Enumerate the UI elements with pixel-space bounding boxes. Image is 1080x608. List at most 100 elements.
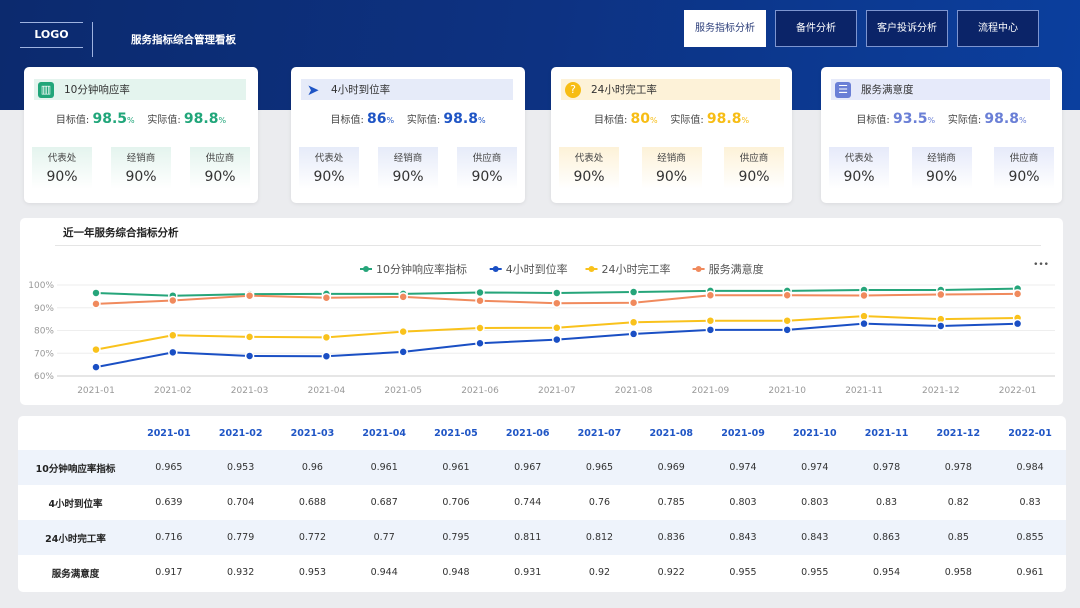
table-cell: 0.953 [204, 450, 277, 485]
kpi-breakdown: 代表处 90% 经销商 90% 供应商 90% [299, 147, 517, 189]
legend-marker[interactable] [588, 266, 595, 272]
data-point[interactable] [782, 325, 792, 335]
data-point[interactable] [475, 338, 485, 348]
target-label: 目标值: [593, 115, 628, 126]
data-point[interactable] [168, 347, 178, 358]
actual-value: 98.8 [443, 111, 478, 127]
data-point[interactable] [91, 288, 101, 298]
data-point[interactable] [475, 287, 485, 298]
data-point[interactable] [321, 292, 332, 303]
data-point[interactable] [628, 287, 639, 297]
x-tick-label: 2021-05 [384, 386, 422, 396]
breakdown-label: 代表处 [844, 153, 874, 164]
data-point[interactable] [475, 295, 485, 306]
kpi-card: ▥ 10分钟响应率 目标值: 98.5% 实际值: 98.8% 代表处 90% 经销商 90… [24, 67, 258, 203]
breakdown-value: 90% [738, 169, 770, 185]
data-point[interactable] [782, 290, 792, 300]
data-point[interactable] [398, 292, 408, 302]
data-point[interactable] [321, 332, 332, 343]
table-cell: 0.984 [994, 450, 1066, 485]
x-tick-label: 2021-08 [615, 386, 653, 396]
data-point[interactable] [859, 290, 869, 301]
target-value: 80 [630, 111, 650, 127]
kpi-title: 10分钟响应率 [64, 84, 130, 96]
legend-marker[interactable] [363, 266, 369, 272]
x-tick-label: 2021-12 [922, 386, 960, 396]
actual-label: 实际值: [406, 115, 441, 126]
data-point[interactable] [552, 334, 562, 345]
table-cell: 0.687 [370, 497, 398, 508]
breakdown-value: 90% [655, 169, 688, 185]
legend-label[interactable]: 4小时到位率 [506, 262, 568, 276]
breakdown-value: 90% [843, 169, 875, 185]
data-point[interactable] [244, 332, 255, 342]
data-point[interactable] [1012, 318, 1023, 329]
data-table-panel: 2021-01 2021-02 2021-03 2021-04 2021-05 2021-… [18, 416, 1066, 592]
data-point[interactable] [91, 299, 101, 309]
legend-label[interactable]: 服务满意度 [709, 262, 764, 276]
breakdown-item: 代表处 90% [299, 147, 359, 189]
table-cell: 0.688 [298, 497, 327, 508]
table-cell: 0.92 [588, 567, 611, 578]
data-point[interactable] [321, 351, 332, 361]
data-point[interactable] [244, 351, 255, 361]
data-point[interactable] [168, 330, 178, 341]
data-point[interactable] [475, 323, 485, 333]
table-cell: 0.961 [420, 450, 492, 485]
data-point[interactable] [628, 329, 639, 339]
legend-label[interactable]: 10分钟响应率指标 [376, 262, 467, 276]
table-cell: 0.843 [778, 520, 851, 555]
nav-tab-1[interactable]: 备件分析 [775, 10, 857, 47]
chart-panel: 近一年服务综合指标分析 ••• 60% 70% 80% 90% 100% 2021-01 2… [20, 218, 1063, 405]
data-point[interactable] [628, 297, 639, 308]
x-tick-label: 2021-06 [461, 386, 499, 396]
divider [55, 245, 1041, 246]
legend-marker[interactable] [695, 266, 702, 272]
data-point[interactable] [244, 290, 255, 301]
data-point[interactable] [168, 295, 178, 306]
kpi-card-header: ☰ 服务满意度 [831, 79, 1050, 100]
x-tick-label: 2021-02 [154, 386, 192, 396]
breakdown-value: 90% [925, 169, 958, 185]
data-point[interactable] [1012, 289, 1023, 299]
data-point[interactable] [936, 289, 946, 300]
data-point[interactable] [705, 290, 716, 300]
kpi-values: 目标值: 98.5% 实际值: 98.8% [24, 111, 258, 127]
data-point[interactable] [859, 318, 869, 329]
table-cell: 0.978 [850, 450, 923, 485]
kpi-breakdown: 代表处 90% 经销商 90% 供应商 90% [559, 147, 784, 189]
row-label: 服务满意度 [51, 568, 100, 580]
table-cell: 0.803 [729, 497, 757, 508]
nav-tab-2[interactable]: 客户投诉分析 [866, 10, 948, 47]
breakdown-value: 90% [471, 169, 503, 185]
data-point[interactable] [91, 362, 101, 372]
building-icon: ▥ [38, 81, 54, 98]
legend-label[interactable]: 24小时完工率 [602, 262, 671, 276]
nav-tab-0[interactable]: 服务指标分析 [684, 10, 766, 47]
more-menu-icon[interactable]: ••• [1033, 260, 1049, 270]
table-cell: 0.716 [133, 520, 205, 555]
breakdown-item: 供应商 90% [190, 147, 250, 189]
table-cell: 0.811 [491, 520, 564, 555]
unit: % [477, 116, 486, 125]
data-point[interactable] [552, 323, 562, 333]
data-point[interactable] [705, 325, 716, 335]
breakdown-label: 供应商 [739, 153, 769, 164]
actual-value: 98.8 [183, 111, 219, 127]
data-point[interactable] [936, 321, 946, 331]
data-point[interactable] [552, 298, 562, 308]
nav-tab-3[interactable]: 流程中心 [957, 10, 1039, 47]
data-point[interactable] [398, 347, 408, 357]
data-point[interactable] [628, 317, 639, 328]
x-tick-label: 2021-03 [231, 386, 269, 396]
data-point[interactable] [552, 288, 562, 298]
y-tick-label: 70% [34, 349, 54, 359]
column-header: 2021-05 [434, 427, 478, 439]
data-point[interactable] [91, 344, 101, 355]
data-point[interactable] [398, 326, 408, 337]
table-cell: 0.965 [133, 450, 205, 485]
data-point[interactable] [782, 315, 792, 326]
data-point[interactable] [705, 315, 716, 326]
x-tick-label: 2021-07 [538, 386, 576, 396]
legend-marker[interactable] [492, 266, 499, 272]
